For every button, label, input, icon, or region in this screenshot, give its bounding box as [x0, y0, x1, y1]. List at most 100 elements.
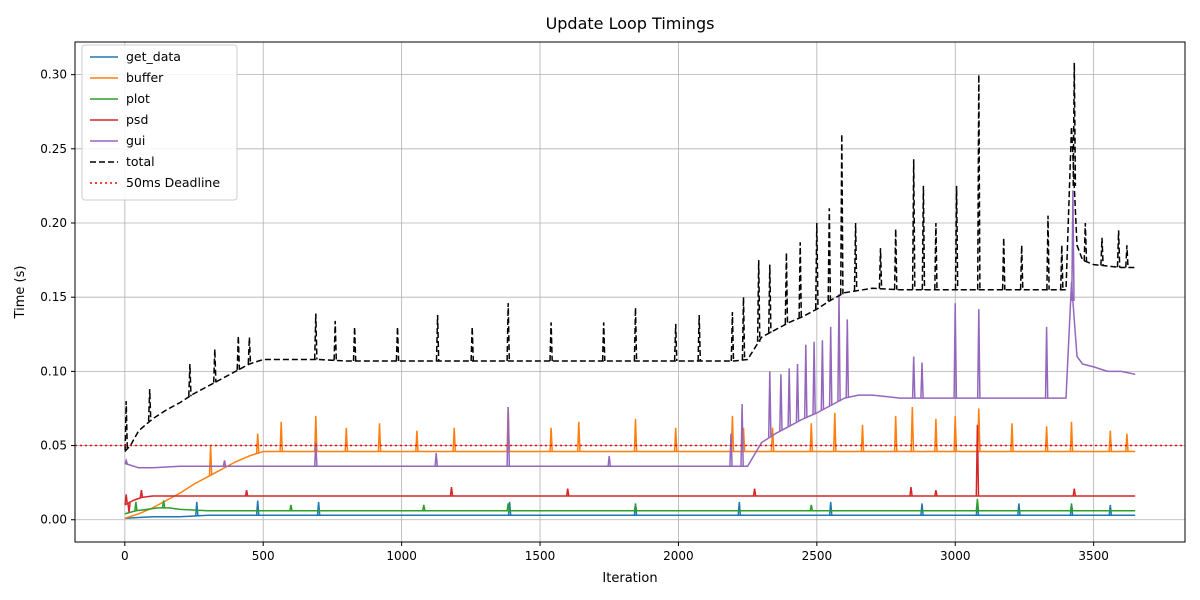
x-tick-label: 500 [252, 549, 275, 563]
spike-total [1125, 245, 1129, 268]
spike-total [1100, 237, 1104, 266]
spike-buffer [576, 421, 581, 452]
spike-gui [787, 368, 792, 427]
spike-plot [809, 504, 814, 511]
spike-buffer [1010, 423, 1014, 452]
spike-total [188, 363, 192, 397]
spike-total [313, 313, 318, 360]
spike-total [1046, 215, 1050, 290]
spike-psd [124, 494, 129, 505]
spike-total [878, 248, 883, 289]
spike-total [1083, 222, 1088, 262]
series-line-gui [124, 281, 1136, 469]
spike-psd [975, 424, 980, 497]
spike-total [921, 185, 926, 290]
axis-ticks: 0 500 1000 1500 2000 2500 3000 3500 0.00 0.05 0.10… [40, 68, 1109, 563]
y-tick-label: 0.25 [40, 142, 67, 156]
spike-total [730, 311, 735, 362]
spike-gui [1071, 190, 1075, 301]
spike-gui [795, 363, 800, 422]
spike-buffer [770, 427, 775, 452]
spike-total [827, 208, 832, 302]
spike-total [147, 389, 152, 422]
legend-label-total: total [126, 154, 155, 169]
spike-gui [506, 406, 511, 467]
spike-psd [449, 487, 454, 497]
spike-plot [134, 501, 138, 511]
spike-total [798, 242, 803, 318]
spike-total [435, 314, 440, 362]
x-tick-label: 1500 [525, 549, 556, 563]
spike-buffer [344, 427, 349, 452]
spike-buffer [313, 415, 318, 452]
spike-get-data [1108, 504, 1113, 516]
spike-buffer [633, 418, 638, 452]
series-line-psd [124, 495, 1136, 506]
x-tick-label: 1000 [386, 549, 417, 563]
spike-gui [803, 344, 808, 418]
series-line-buffer [124, 450, 1136, 520]
spike-total [549, 322, 553, 362]
spike-plot [289, 504, 293, 511]
spike-gui [779, 374, 783, 431]
y-tick-label: 0.15 [40, 290, 67, 304]
spike-gui [828, 326, 833, 406]
spike-buffer [910, 406, 915, 452]
series-line-total [124, 125, 1136, 453]
spike-psd [244, 489, 249, 497]
spike-buffer [1069, 421, 1074, 452]
legend-label-50ms-deadline: 50ms Deadline [126, 175, 220, 190]
spike-psd [565, 488, 570, 497]
spike-gui [976, 309, 981, 399]
x-tick-label: 3500 [1078, 549, 1109, 563]
spike-buffer [549, 427, 553, 452]
spike-buffer [452, 427, 457, 452]
spike-buffer [255, 433, 260, 454]
spike-total [814, 222, 819, 310]
spike-gui [124, 457, 129, 465]
spike-total [893, 228, 898, 290]
spike-plot [1069, 504, 1074, 511]
spike-total [934, 222, 938, 290]
spike-gui [820, 340, 825, 411]
y-axis-label: Time (s) [13, 266, 28, 320]
spike-gui [222, 460, 227, 467]
spike-psd [934, 489, 938, 497]
spike-gui [837, 294, 841, 402]
spike-total [1072, 62, 1077, 186]
series-total [124, 62, 1136, 453]
spike-gui [812, 341, 816, 415]
legend-label-get-data: get_data [126, 49, 181, 64]
spike-total [212, 349, 217, 383]
spike-total [1059, 245, 1064, 290]
spike-buffer [893, 415, 898, 452]
spike-get-data [194, 501, 199, 516]
spike-buffer [953, 415, 958, 452]
spike-gui [313, 442, 318, 467]
series-line-plot [124, 507, 1136, 515]
x-tick-label: 0 [121, 549, 129, 563]
y-tick-label: 0.05 [40, 439, 67, 453]
spike-total [470, 326, 475, 362]
spike-total [767, 264, 772, 333]
spike-buffer [1044, 426, 1049, 452]
spike-psd [139, 489, 144, 498]
legend-label-buffer: buffer [126, 70, 164, 85]
spike-total [601, 322, 606, 362]
spike-gui [767, 371, 772, 438]
x-tick-label: 2000 [663, 549, 694, 563]
legend-label-gui: gui [126, 133, 145, 148]
spike-buffer [1108, 430, 1113, 452]
spike-plot [421, 504, 426, 511]
spike-total [756, 260, 761, 342]
spike-psd [1072, 488, 1077, 497]
spike-total [352, 326, 357, 362]
legend-label-plot: plot [126, 91, 150, 106]
series-layer [75, 62, 1185, 520]
spike-buffer [279, 421, 284, 452]
spike-buffer [832, 412, 837, 452]
legend-box [81, 44, 238, 201]
x-tick-label: 2500 [802, 549, 833, 563]
chart-title: Update Loop Timings [546, 14, 715, 33]
